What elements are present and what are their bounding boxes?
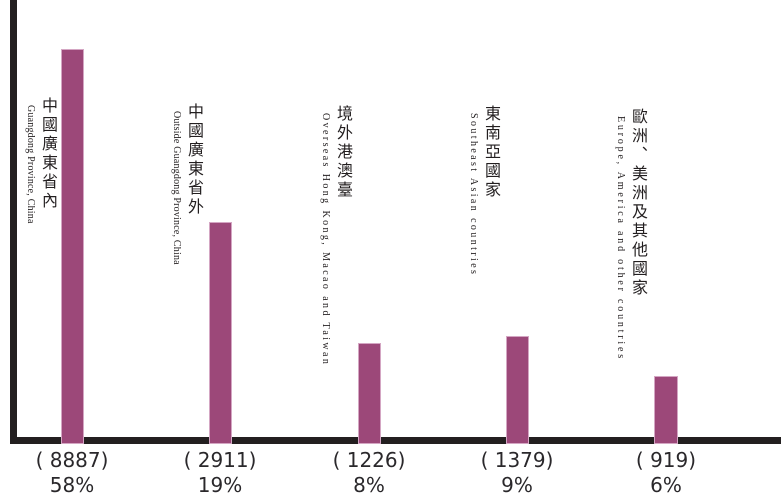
category-label-zh: 中國廣東省外 — [185, 103, 202, 217]
category-label-en: Europe, America and other countries — [615, 116, 626, 361]
x-axis-line — [10, 437, 781, 444]
category-label: 中國廣東省外 Outside Guangdong Province, China — [170, 103, 203, 265]
category-label: 境外港澳臺 Overseas Hong Kong, Macao and Taiw… — [319, 105, 352, 366]
count-label: ( 2911) — [183, 448, 257, 472]
category-label: 歐洲、美洲及其他國家 Europe, America and other cou… — [614, 108, 647, 361]
y-axis-line — [10, 0, 17, 444]
category-label-en: Outside Guangdong Province, China — [171, 111, 182, 265]
count-label: ( 1226) — [332, 448, 406, 472]
value-label-group: ( 2911) 19% — [150, 448, 290, 496]
category-label-zh: 東南亞國家 — [482, 105, 499, 200]
count-label: ( 8887) — [35, 448, 109, 472]
category-label-zh: 歐洲、美洲及其他國家 — [629, 108, 646, 298]
category-label: 中國廣東省內 Guangdong Province, China — [24, 97, 57, 224]
value-label-group: ( 1379) 9% — [447, 448, 587, 496]
category-label-zh: 境外港澳臺 — [334, 105, 351, 200]
percent-label: 6% — [650, 473, 682, 496]
category-label: 東南亞國家 Southeast Asian countries — [467, 105, 500, 276]
category-label-en: Overseas Hong Kong, Macao and Taiwan — [320, 113, 331, 367]
bar — [654, 376, 678, 444]
bar — [358, 343, 381, 444]
count-label: ( 919) — [635, 448, 697, 472]
percent-label: 9% — [501, 473, 533, 496]
category-label-en: Guangdong Province, China — [25, 105, 36, 224]
bar — [506, 336, 529, 444]
bar — [209, 222, 232, 444]
category-label-zh: 中國廣東省內 — [39, 97, 56, 211]
percent-label: 58% — [49, 473, 95, 496]
count-label: ( 1379) — [480, 448, 554, 472]
percent-label: 8% — [353, 473, 385, 496]
value-label-group: ( 919) 6% — [596, 448, 736, 496]
percent-label: 19% — [197, 473, 243, 496]
bar — [61, 49, 84, 444]
category-label-en: Southeast Asian countries — [468, 113, 479, 277]
value-label-group: ( 8887) 58% — [2, 448, 142, 496]
value-label-group: ( 1226) 8% — [299, 448, 439, 496]
